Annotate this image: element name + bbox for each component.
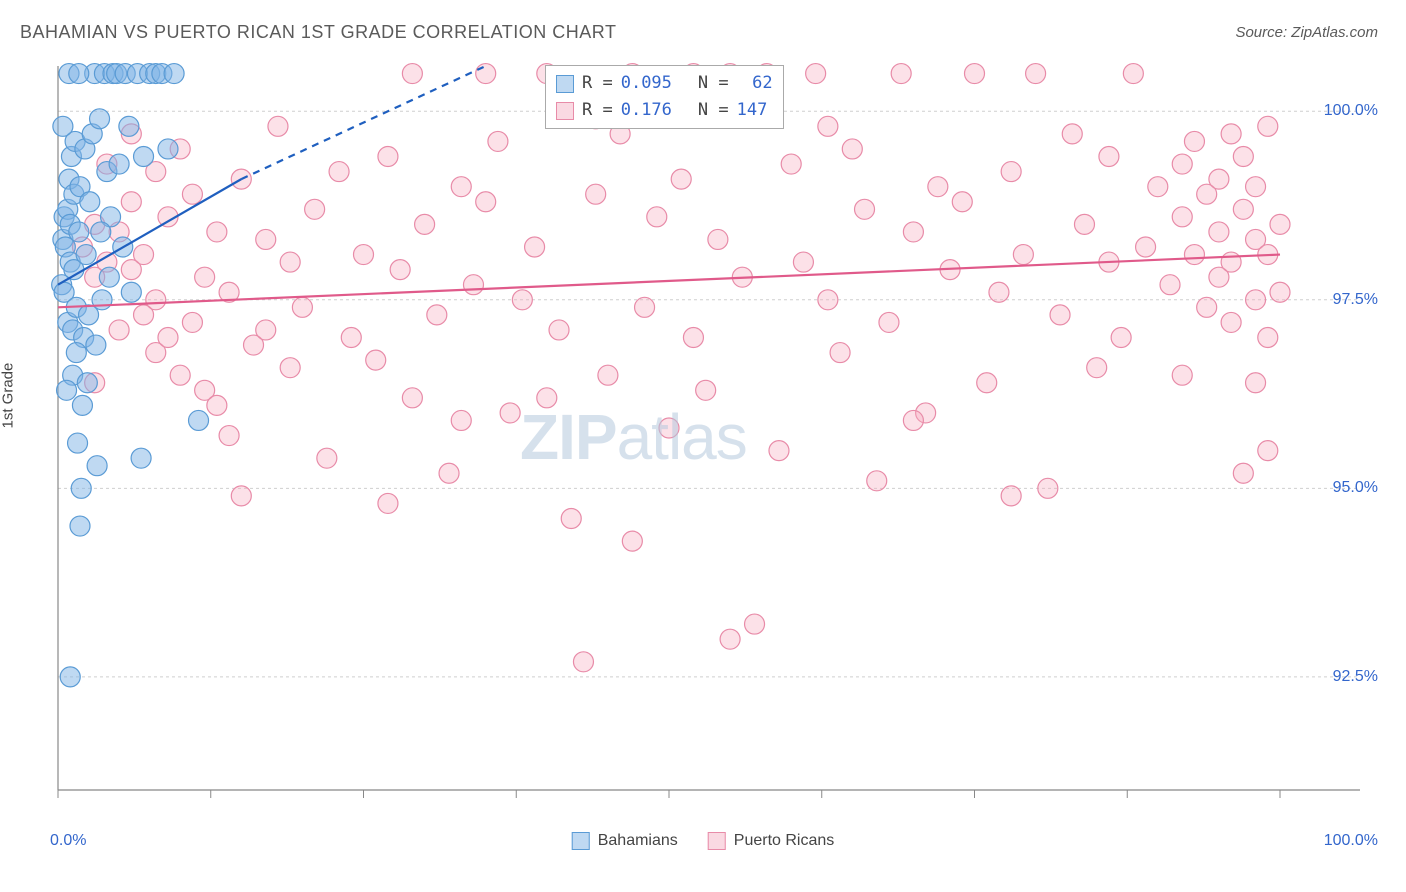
x-axis-max-label: 100.0% <box>1324 832 1378 850</box>
chart-title: BAHAMIAN VS PUERTO RICAN 1ST GRADE CORRE… <box>20 22 616 43</box>
y-tick-label: 92.5% <box>1333 668 1378 686</box>
stat-n-label: N = <box>698 70 729 97</box>
stat-row-puertoricans: R = 0.176 N = 147 <box>556 97 773 124</box>
stat-r-label: R = <box>582 97 613 124</box>
legend-label: Puerto Ricans <box>734 832 835 850</box>
legend-item-bahamians: Bahamians <box>572 832 678 850</box>
stat-r-value: 0.095 <box>621 70 672 97</box>
legend-item-puertoricans: Puerto Ricans <box>708 832 835 850</box>
correlation-stats-box: R = 0.095 N = 62 R = 0.176 N = 147 <box>545 65 784 129</box>
scatter-plot <box>50 60 1360 800</box>
legend-swatch-blue-icon <box>572 832 590 850</box>
x-axis-min-label: 0.0% <box>50 832 86 850</box>
swatch-blue-icon <box>556 75 574 93</box>
stat-n-value: 62 <box>737 70 773 97</box>
legend: Bahamians Puerto Ricans <box>572 832 835 850</box>
swatch-pink-icon <box>556 102 574 120</box>
y-tick-label: 97.5% <box>1333 291 1378 309</box>
stat-n-label: N = <box>698 97 729 124</box>
y-tick-label: 95.0% <box>1333 479 1378 497</box>
stat-row-bahamians: R = 0.095 N = 62 <box>556 70 773 97</box>
stat-r-value: 0.176 <box>621 97 672 124</box>
legend-label: Bahamians <box>598 832 678 850</box>
source-label: Source: ZipAtlas.com <box>1235 24 1378 41</box>
y-axis-label: 1st Grade <box>0 363 17 429</box>
legend-swatch-pink-icon <box>708 832 726 850</box>
stat-n-value: 147 <box>737 97 768 124</box>
chart-area <box>50 60 1360 800</box>
y-tick-label: 100.0% <box>1324 102 1378 120</box>
stat-r-label: R = <box>582 70 613 97</box>
